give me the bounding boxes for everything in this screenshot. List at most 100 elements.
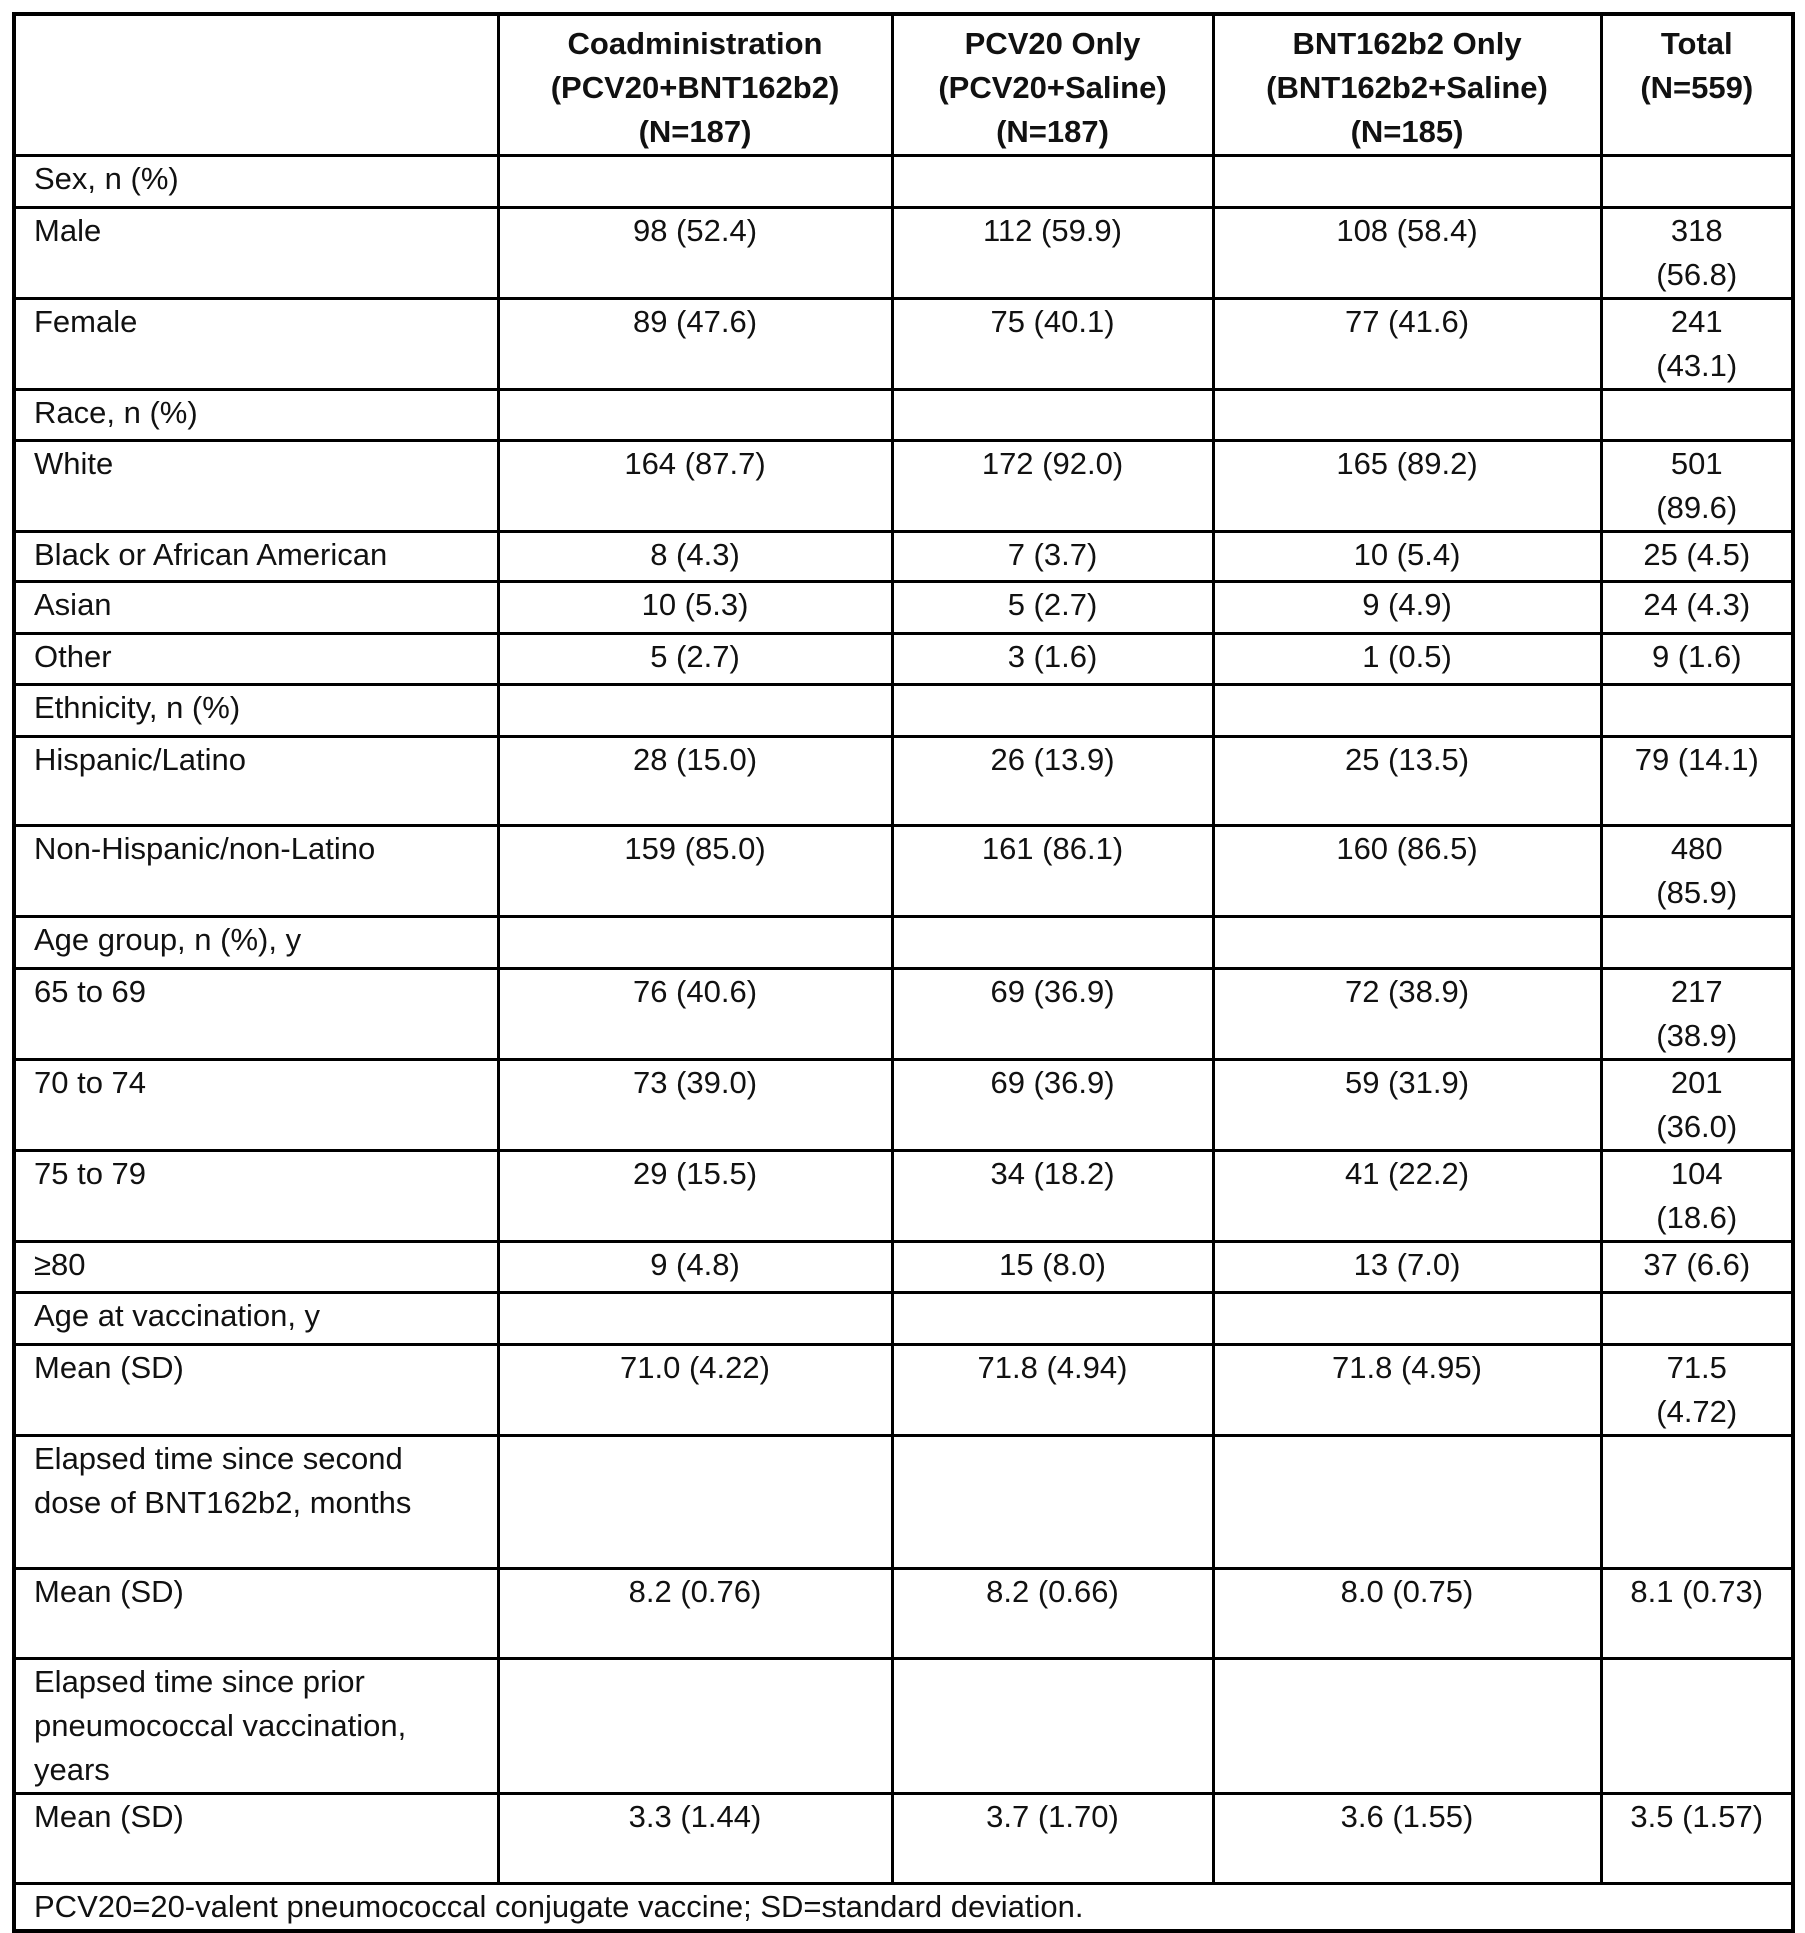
cell-value: 71.8 (4.95) (1213, 1345, 1601, 1436)
row-label: Sex, n (%) (14, 156, 498, 208)
table-row: Mean (SD)3.3 (1.44)3.7 (1.70)3.6 (1.55)3… (14, 1794, 1793, 1884)
table-row: Elapsed time since prior pneumococcal va… (14, 1659, 1793, 1794)
cell-value: 13 (7.0) (1213, 1242, 1601, 1293)
cell-value: 25 (4.5) (1601, 532, 1793, 582)
footnote-row: PCV20=20-valent pneumococcal conjugate v… (14, 1884, 1793, 1932)
header-line: (BNT162b2+Saline) (1219, 66, 1596, 110)
table-row: Sex, n (%) (14, 156, 1793, 208)
cell-value: 112 (59.9) (892, 208, 1213, 299)
cell-value (1213, 917, 1601, 969)
row-label: Mean (SD) (14, 1345, 498, 1436)
cell-value: 89 (47.6) (498, 299, 892, 390)
header-line: BNT162b2 Only (1219, 22, 1596, 66)
cell-value: 8.2 (0.66) (892, 1569, 1213, 1659)
table-row: Mean (SD)8.2 (0.76)8.2 (0.66)8.0 (0.75)8… (14, 1569, 1793, 1659)
cell-value (892, 685, 1213, 737)
cell-value: 3.7 (1.70) (892, 1794, 1213, 1884)
cell-value: 69 (36.9) (892, 969, 1213, 1060)
cell-value: 75 (40.1) (892, 299, 1213, 390)
cell-value: 71.0 (4.22) (498, 1345, 892, 1436)
header-line: Total (1607, 22, 1788, 66)
cell-value: 77 (41.6) (1213, 299, 1601, 390)
cell-value: 41 (22.2) (1213, 1151, 1601, 1242)
cell-value: 72 (38.9) (1213, 969, 1601, 1060)
cell-value: 165 (89.2) (1213, 441, 1601, 532)
row-label: Age at vaccination, y (14, 1293, 498, 1345)
cell-value: 71.8 (4.94) (892, 1345, 1213, 1436)
row-label: 70 to 74 (14, 1060, 498, 1151)
cell-value: 501 (89.6) (1601, 441, 1793, 532)
header-line: (PCV20+Saline) (898, 66, 1208, 110)
cell-value: 24 (4.3) (1601, 582, 1793, 634)
cell-value (892, 1293, 1213, 1345)
cell-value: 69 (36.9) (892, 1060, 1213, 1151)
header-line: (N=187) (898, 110, 1208, 154)
row-label: Age group, n (%), y (14, 917, 498, 969)
table-row: Age at vaccination, y (14, 1293, 1793, 1345)
cell-value: 76 (40.6) (498, 969, 892, 1060)
footnote: PCV20=20-valent pneumococcal conjugate v… (14, 1884, 1793, 1932)
table-row: White164 (87.7)172 (92.0)165 (89.2)501 (… (14, 441, 1793, 532)
cell-value: 79 (14.1) (1601, 737, 1793, 826)
table-row: Other5 (2.7)3 (1.6)1 (0.5)9 (1.6) (14, 634, 1793, 685)
demographics-table: Coadministration(PCV20+BNT162b2)(N=187) … (12, 12, 1795, 1933)
cell-value: 10 (5.4) (1213, 532, 1601, 582)
row-label: Mean (SD) (14, 1794, 498, 1884)
cell-value: 159 (85.0) (498, 826, 892, 917)
table-row: Asian10 (5.3)5 (2.7)9 (4.9)24 (4.3) (14, 582, 1793, 634)
header-row: Coadministration(PCV20+BNT162b2)(N=187) … (14, 14, 1793, 156)
row-label: Elapsed time since second dose of BNT162… (14, 1436, 498, 1569)
cell-value (1213, 1293, 1601, 1345)
cell-value (498, 1293, 892, 1345)
cell-value (1213, 390, 1601, 441)
row-label: Black or African American (14, 532, 498, 582)
cell-value: 8.1 (0.73) (1601, 1569, 1793, 1659)
table-row: ≥809 (4.8)15 (8.0)13 (7.0)37 (6.6) (14, 1242, 1793, 1293)
cell-value: 8 (4.3) (498, 532, 892, 582)
header-bnt162b2-only: BNT162b2 Only(BNT162b2+Saline)(N=185) (1213, 14, 1601, 156)
row-label: ≥80 (14, 1242, 498, 1293)
cell-value (498, 1659, 892, 1794)
cell-value: 10 (5.3) (498, 582, 892, 634)
cell-value (1601, 685, 1793, 737)
cell-value: 34 (18.2) (892, 1151, 1213, 1242)
cell-value: 241 (43.1) (1601, 299, 1793, 390)
cell-value (1601, 390, 1793, 441)
cell-value: 172 (92.0) (892, 441, 1213, 532)
cell-value: 73 (39.0) (498, 1060, 892, 1151)
header-line: (N=185) (1219, 110, 1596, 154)
row-label: Female (14, 299, 498, 390)
cell-value (1601, 156, 1793, 208)
cell-value: 480 (85.9) (1601, 826, 1793, 917)
cell-value: 108 (58.4) (1213, 208, 1601, 299)
cell-value: 8.2 (0.76) (498, 1569, 892, 1659)
header-total: Total(N=559) (1601, 14, 1793, 156)
table-row: 70 to 7473 (39.0)69 (36.9)59 (31.9)201 (… (14, 1060, 1793, 1151)
cell-value (1213, 685, 1601, 737)
row-label: White (14, 441, 498, 532)
header-coadministration: Coadministration(PCV20+BNT162b2)(N=187) (498, 14, 892, 156)
row-label: 65 to 69 (14, 969, 498, 1060)
cell-value: 98 (52.4) (498, 208, 892, 299)
table-body: Sex, n (%)Male98 (52.4)112 (59.9)108 (58… (14, 156, 1793, 1884)
table-row: Mean (SD)71.0 (4.22)71.8 (4.94)71.8 (4.9… (14, 1345, 1793, 1436)
cell-value (892, 917, 1213, 969)
cell-value: 5 (2.7) (892, 582, 1213, 634)
cell-value (1213, 1659, 1601, 1794)
cell-value (892, 390, 1213, 441)
header-line: (N=187) (504, 110, 887, 154)
table-row: Ethnicity, n (%) (14, 685, 1793, 737)
cell-value: 26 (13.9) (892, 737, 1213, 826)
cell-value (498, 1436, 892, 1569)
cell-value (1601, 1659, 1793, 1794)
cell-value: 217 (38.9) (1601, 969, 1793, 1060)
cell-value (892, 156, 1213, 208)
row-label: Ethnicity, n (%) (14, 685, 498, 737)
row-label: Asian (14, 582, 498, 634)
header-line: (PCV20+BNT162b2) (504, 66, 887, 110)
cell-value: 8.0 (0.75) (1213, 1569, 1601, 1659)
table-row: Black or African American8 (4.3)7 (3.7)1… (14, 532, 1793, 582)
row-label: 75 to 79 (14, 1151, 498, 1242)
cell-value: 3.6 (1.55) (1213, 1794, 1601, 1884)
header-line: (N=559) (1607, 66, 1788, 110)
